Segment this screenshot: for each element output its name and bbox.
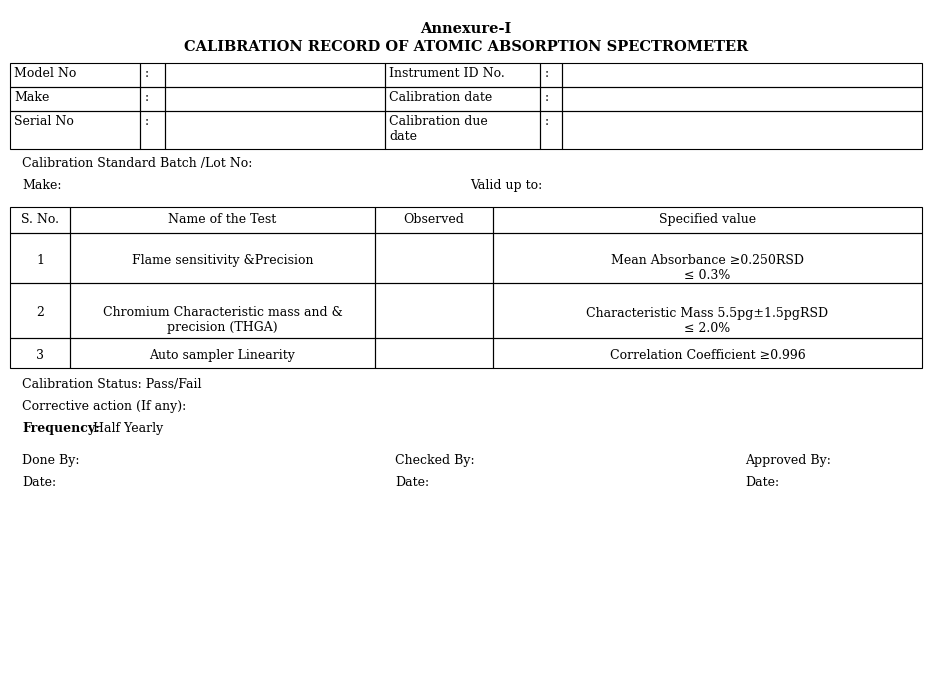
Text: Date:: Date: bbox=[22, 476, 56, 489]
Text: :: : bbox=[545, 91, 549, 104]
Text: 1: 1 bbox=[36, 254, 44, 267]
Bar bbox=[385, 111, 540, 149]
Bar bbox=[10, 283, 70, 338]
Bar bbox=[10, 63, 140, 87]
Bar bbox=[10, 207, 70, 233]
Bar bbox=[10, 338, 70, 368]
Bar bbox=[140, 63, 165, 87]
Bar bbox=[165, 63, 385, 87]
Text: CALIBRATION RECORD OF ATOMIC ABSORPTION SPECTROMETER: CALIBRATION RECORD OF ATOMIC ABSORPTION … bbox=[184, 40, 748, 54]
Text: Corrective action (If any):: Corrective action (If any): bbox=[22, 400, 186, 413]
Text: Half Yearly: Half Yearly bbox=[89, 422, 163, 435]
Text: Approved By:: Approved By: bbox=[745, 454, 830, 467]
Text: :: : bbox=[145, 115, 149, 128]
Text: Correlation Coefficient ≥0.996: Correlation Coefficient ≥0.996 bbox=[610, 349, 805, 362]
Bar bbox=[562, 111, 922, 149]
Bar bbox=[10, 87, 140, 111]
Text: Calibration Standard Batch /Lot No:: Calibration Standard Batch /Lot No: bbox=[22, 157, 253, 170]
Text: Make: Make bbox=[14, 91, 49, 104]
Bar bbox=[385, 87, 540, 111]
Text: Checked By:: Checked By: bbox=[395, 454, 474, 467]
Text: Instrument ID No.: Instrument ID No. bbox=[389, 67, 505, 80]
Bar bbox=[562, 63, 922, 87]
Text: Date:: Date: bbox=[745, 476, 779, 489]
Text: Done By:: Done By: bbox=[22, 454, 79, 467]
Text: Calibration Status: Pass/Fail: Calibration Status: Pass/Fail bbox=[22, 378, 201, 391]
Bar bbox=[375, 283, 493, 338]
Text: :: : bbox=[145, 91, 149, 104]
Text: :: : bbox=[145, 67, 149, 80]
Bar bbox=[375, 338, 493, 368]
Bar bbox=[540, 111, 562, 149]
Text: Frequency:: Frequency: bbox=[22, 422, 100, 435]
Text: 3: 3 bbox=[36, 349, 44, 362]
Text: Chromium Characteristic mass and &
precision (THGA): Chromium Characteristic mass and & preci… bbox=[103, 307, 342, 334]
Text: Calibration due
date: Calibration due date bbox=[389, 115, 487, 143]
Text: Specified value: Specified value bbox=[659, 213, 756, 226]
Bar bbox=[493, 338, 922, 368]
Text: Make:: Make: bbox=[22, 179, 62, 192]
Bar bbox=[493, 283, 922, 338]
Text: Date:: Date: bbox=[395, 476, 429, 489]
Text: 2: 2 bbox=[36, 307, 44, 320]
Bar bbox=[165, 87, 385, 111]
Bar bbox=[540, 87, 562, 111]
Bar bbox=[10, 111, 140, 149]
Bar bbox=[70, 233, 375, 283]
Bar bbox=[70, 207, 375, 233]
Bar bbox=[375, 233, 493, 283]
Bar bbox=[70, 338, 375, 368]
Bar bbox=[562, 87, 922, 111]
Text: Mean Absorbance ≥0.250RSD
≤ 0.3%: Mean Absorbance ≥0.250RSD ≤ 0.3% bbox=[611, 254, 804, 282]
Text: :: : bbox=[545, 115, 549, 128]
Text: Flame sensitivity &Precision: Flame sensitivity &Precision bbox=[131, 254, 313, 267]
Bar bbox=[385, 63, 540, 87]
Bar bbox=[10, 233, 70, 283]
Bar bbox=[140, 111, 165, 149]
Text: Serial No: Serial No bbox=[14, 115, 74, 128]
Text: Characteristic Mass 5.5pg±1.5pgRSD
≤ 2.0%: Characteristic Mass 5.5pg±1.5pgRSD ≤ 2.0… bbox=[586, 307, 829, 334]
Bar bbox=[70, 283, 375, 338]
Text: S. No.: S. No. bbox=[21, 213, 59, 226]
Text: Annexure-I: Annexure-I bbox=[420, 22, 512, 36]
Text: Valid up to:: Valid up to: bbox=[470, 179, 542, 192]
Bar bbox=[540, 63, 562, 87]
Text: Auto sampler Linearity: Auto sampler Linearity bbox=[149, 349, 295, 362]
Bar bbox=[140, 87, 165, 111]
Text: Name of the Test: Name of the Test bbox=[169, 213, 277, 226]
Text: Calibration date: Calibration date bbox=[389, 91, 492, 104]
Text: Model No: Model No bbox=[14, 67, 76, 80]
Bar bbox=[375, 207, 493, 233]
Bar bbox=[493, 233, 922, 283]
Text: Observed: Observed bbox=[404, 213, 464, 226]
Bar bbox=[165, 111, 385, 149]
Text: :: : bbox=[545, 67, 549, 80]
Bar bbox=[493, 207, 922, 233]
